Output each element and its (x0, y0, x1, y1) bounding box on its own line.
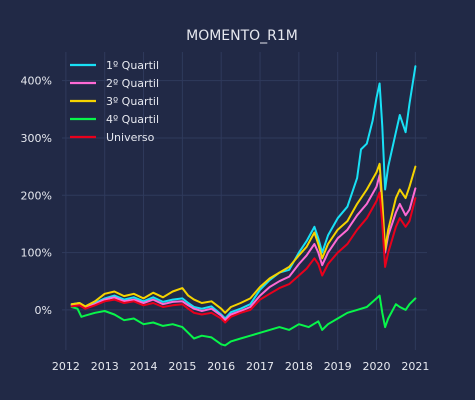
legend-label: Universo (106, 131, 155, 144)
y-tick-label: 300% (21, 132, 52, 145)
legend: 1º Quartil 2º Quartil 3º Quartil 4º Quartil… (70, 59, 159, 144)
x-tick-label: 2019 (324, 360, 352, 373)
legend-label: 4º Quartil (106, 113, 159, 126)
chart-title: MOMENTO_R1M (186, 28, 298, 44)
y-tick-label: 400% (21, 75, 52, 88)
x-tick-label: 2021 (401, 360, 429, 373)
series-line-4 (70, 294, 417, 347)
y-tick-label: 200% (21, 189, 52, 202)
x-tick-label: 2020 (363, 360, 391, 373)
y-tick-label: 0% (35, 304, 52, 317)
x-tick-label: 2012 (52, 360, 80, 373)
legend-label: 2º Quartil (106, 77, 159, 90)
series-line-3 (70, 162, 417, 314)
y-tick-label: 100% (21, 247, 52, 260)
x-tick-label: 2016 (207, 360, 235, 373)
legend-label: 1º Quartil (106, 59, 159, 72)
x-tick-label: 2013 (91, 360, 119, 373)
x-tick-label: 2017 (246, 360, 274, 373)
x-tick-label: 2014 (130, 360, 158, 373)
legend-label: 3º Quartil (106, 95, 159, 108)
y-axis: 0% 100% 200% 300% 400% (21, 75, 52, 317)
x-axis: 2012 2013 2014 2015 2016 2017 2018 2019 2020 2021 (52, 360, 429, 373)
x-tick-label: 2018 (285, 360, 313, 373)
x-tick-label: 2015 (168, 360, 196, 373)
series-line-5 (70, 191, 417, 324)
series-lines (70, 65, 417, 347)
